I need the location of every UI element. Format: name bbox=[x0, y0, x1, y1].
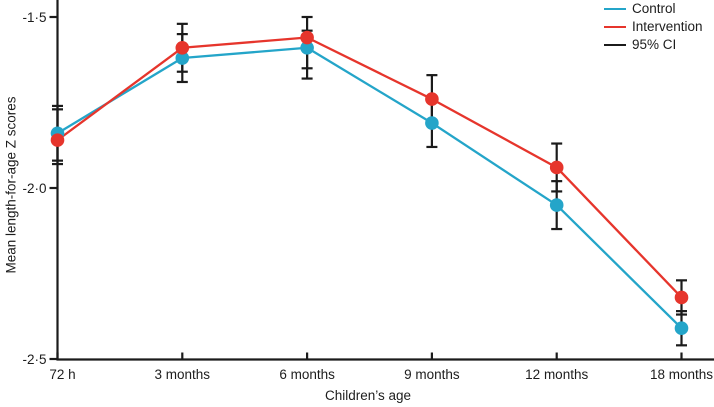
series-line-intervention bbox=[56, 36, 683, 299]
data-point-control bbox=[674, 321, 689, 336]
legend-label-intervention: Intervention bbox=[632, 19, 703, 35]
data-point-control bbox=[549, 198, 564, 212]
y-tick-label: -2·0 bbox=[22, 181, 46, 196]
data-point-control bbox=[425, 116, 439, 130]
data-point-control bbox=[300, 40, 314, 55]
data-point-intervention bbox=[549, 160, 564, 175]
legend-item-ci: 95% CI bbox=[604, 36, 703, 54]
data-point-intervention bbox=[50, 133, 65, 147]
y-tick-label: -2·5 bbox=[22, 352, 46, 367]
legend: Control Intervention 95% CI bbox=[604, 0, 703, 54]
x-tick-label: 6 months bbox=[279, 367, 335, 382]
x-tick-label: 9 months bbox=[404, 367, 460, 382]
y-axis-title: Mean length-for-age Z scores bbox=[3, 96, 19, 274]
y-tick-label: -1·5 bbox=[22, 10, 46, 25]
data-point-intervention bbox=[175, 40, 190, 55]
legend-label-control: Control bbox=[632, 1, 676, 17]
data-point-intervention bbox=[300, 30, 314, 45]
control-line-swatch bbox=[604, 7, 626, 11]
intervention-line-swatch bbox=[604, 25, 626, 29]
data-point-control bbox=[175, 51, 190, 65]
legend-label-ci: 95% CI bbox=[632, 37, 677, 53]
x-tick-label: 18 months bbox=[650, 367, 713, 382]
x-tick-label: 72 h bbox=[49, 367, 75, 382]
ci-line-swatch bbox=[604, 43, 626, 47]
data-point-intervention bbox=[674, 290, 689, 305]
series-line-control bbox=[56, 46, 683, 330]
x-axis-title: Children’s age bbox=[324, 388, 412, 403]
x-tick-label: 12 months bbox=[525, 367, 588, 382]
data-point-intervention bbox=[425, 92, 439, 106]
legend-item-intervention: Intervention bbox=[604, 18, 703, 36]
legend-item-control: Control bbox=[604, 0, 703, 18]
x-tick-label: 3 months bbox=[155, 367, 211, 382]
